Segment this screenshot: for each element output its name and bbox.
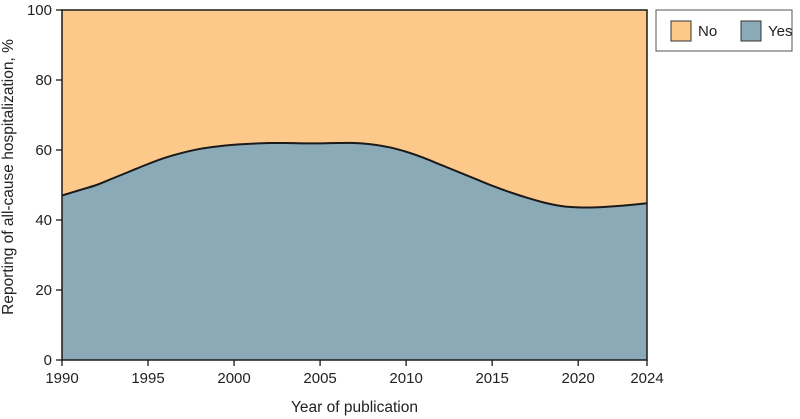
x-tick-label-2024: 2024	[630, 370, 663, 387]
legend-swatch-no	[670, 20, 692, 42]
legend-label-yes: Yes	[768, 23, 792, 40]
y-tick-label-20: 20	[35, 282, 52, 299]
area-series-yes	[62, 142, 647, 360]
x-axis: 1990 1995 2000 2005 2010 2015 2020 2024	[45, 360, 664, 387]
x-tick-label-2020: 2020	[561, 370, 594, 387]
y-tick-label-0: 0	[44, 352, 52, 369]
series-boundary-line	[61, 141, 648, 209]
y-axis-title: Reporting of all-cause hospitalization, …	[0, 39, 17, 315]
x-tick-label-1995: 1995	[131, 370, 164, 387]
y-tick-label-100: 100	[27, 2, 52, 19]
x-tick-label-2015: 2015	[475, 370, 508, 387]
y-tick-label-60: 60	[35, 142, 52, 159]
y-axis: 0 20 40 60 80 100	[27, 2, 62, 369]
y-tick-label-40: 40	[35, 212, 52, 229]
x-tick-label-1990: 1990	[45, 370, 78, 387]
x-tick-label-2000: 2000	[217, 370, 250, 387]
plot-frame	[61, 9, 648, 361]
plot-area	[61, 9, 648, 361]
x-tick-label-2010: 2010	[389, 370, 422, 387]
legend-swatch-yes	[740, 20, 762, 42]
x-axis-title: Year of publication	[291, 399, 418, 416]
x-tick-label-2005: 2005	[303, 370, 336, 387]
legend: No Yes	[655, 9, 793, 52]
y-tick-label-80: 80	[35, 72, 52, 89]
legend-label-no: No	[698, 23, 717, 40]
